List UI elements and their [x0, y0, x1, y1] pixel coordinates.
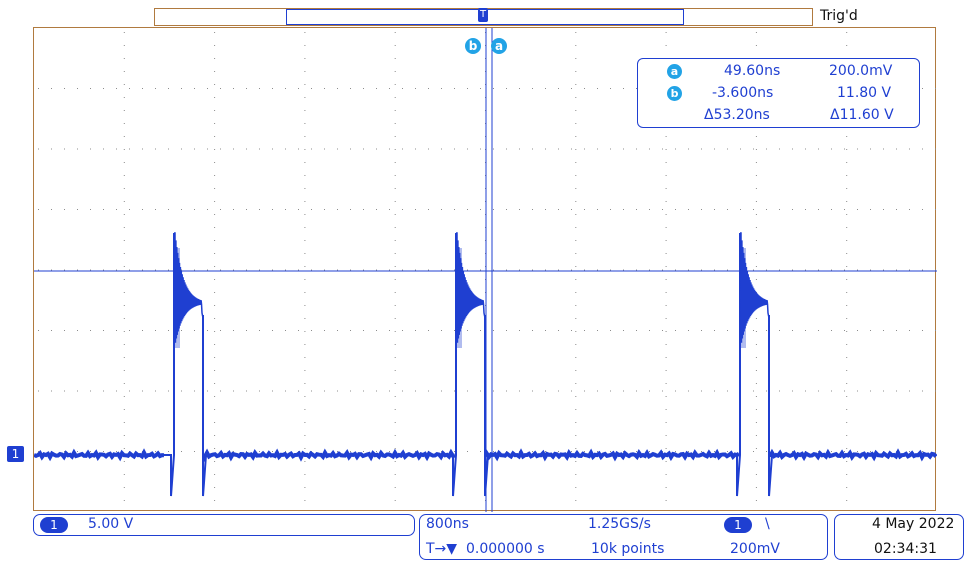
trigger-level: 200mV [730, 541, 780, 557]
channel-1-scale: 5.00 V [88, 516, 134, 532]
channel-1-panel[interactable] [33, 514, 415, 536]
timebase-value: 800ns [426, 516, 469, 532]
timebase-panel[interactable] [419, 514, 828, 560]
trigger-status: Trig'd [820, 8, 858, 24]
sample-rate: 1.25GS/s [588, 516, 651, 532]
channel-1-ground-marker[interactable]: 1 [7, 446, 24, 462]
cursor-b-voltage: 11.80 V [837, 85, 892, 101]
cursor-readout-panel: a 49.60ns 200.0mV b -3.600ns 11.80 V Δ53… [637, 58, 920, 128]
cursor-a-marker[interactable]: a [491, 38, 507, 54]
cursor-a-voltage: 200.0mV [829, 63, 893, 79]
date: 4 May 2022 [872, 516, 955, 532]
horizontal-position: 0.000000 s [466, 541, 545, 557]
channel-1-trace [34, 232, 937, 497]
date-time-panel [834, 514, 964, 560]
trigger-source-badge: 1 [724, 517, 752, 533]
cursor-b-marker[interactable]: b [465, 38, 481, 54]
trigger-position-marker[interactable]: T [478, 8, 488, 22]
trigger-slope-icon: \ [765, 516, 770, 532]
cursor-a-badge: a [667, 64, 682, 79]
vertical-cursor-lines [485, 28, 493, 512]
time: 02:34:31 [874, 541, 937, 557]
channel-1-badge: 1 [40, 517, 68, 533]
cursor-a-time: 49.60ns [724, 63, 781, 79]
cursor-delta-voltage: Δ11.60 V [830, 107, 894, 123]
horizontal-position-prefix-icon: T→▼ [426, 541, 458, 557]
record-length: 10k points [591, 541, 665, 557]
cursor-delta-time: Δ53.20ns [704, 107, 770, 123]
cursor-b-time: -3.600ns [712, 85, 774, 101]
cursor-b-badge: b [667, 86, 682, 101]
